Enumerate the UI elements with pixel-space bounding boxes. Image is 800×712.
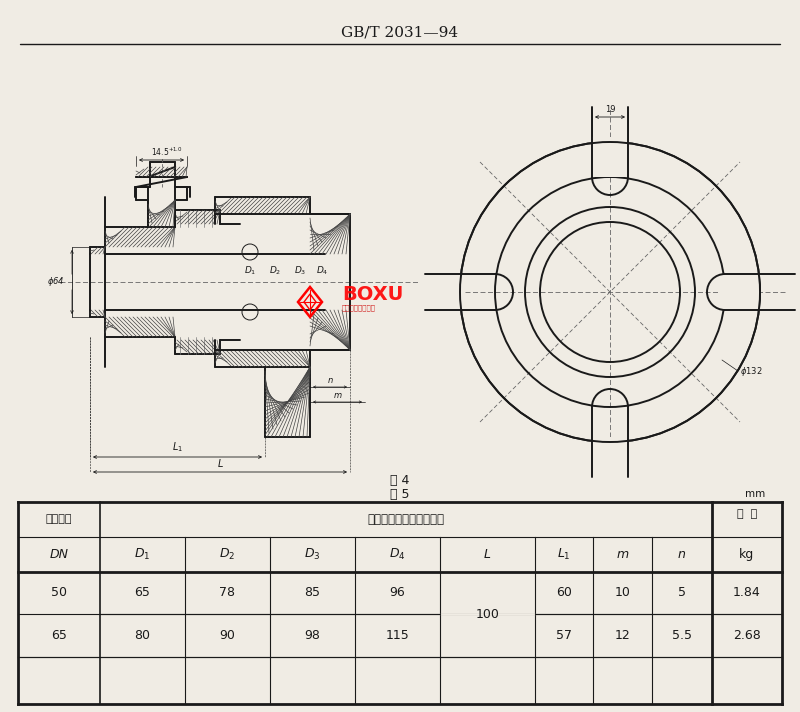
FancyBboxPatch shape — [592, 437, 628, 477]
Text: $D_3$: $D_3$ — [304, 547, 321, 562]
Text: 1.84: 1.84 — [733, 587, 761, 600]
FancyBboxPatch shape — [425, 274, 465, 310]
Text: 重  量: 重 量 — [737, 510, 757, 520]
Text: $L$: $L$ — [217, 457, 223, 469]
Text: 57: 57 — [556, 629, 572, 642]
Text: 10: 10 — [614, 587, 630, 600]
Text: 19: 19 — [605, 105, 615, 114]
Text: $D_4$: $D_4$ — [389, 547, 406, 562]
Text: 表 5: 表 5 — [390, 488, 410, 501]
Text: 5.5: 5.5 — [672, 629, 692, 642]
Text: 65: 65 — [134, 587, 150, 600]
Text: kg: kg — [739, 548, 754, 561]
Text: $\phi$132: $\phi$132 — [740, 365, 762, 379]
Text: 50: 50 — [51, 587, 67, 600]
Text: 85: 85 — [305, 587, 321, 600]
Text: BOXU: BOXU — [342, 285, 403, 303]
Text: 115: 115 — [386, 629, 410, 642]
Text: $D_3$: $D_3$ — [294, 264, 306, 277]
Text: 12: 12 — [614, 629, 630, 642]
FancyBboxPatch shape — [592, 137, 628, 177]
Text: $n$: $n$ — [326, 376, 334, 385]
Text: $L$: $L$ — [483, 548, 492, 561]
Text: 80: 80 — [134, 629, 150, 642]
Text: $D_2$: $D_2$ — [269, 264, 281, 277]
Text: $D_1$: $D_1$ — [134, 547, 150, 562]
Text: mm: mm — [745, 489, 765, 499]
Text: $L_1$: $L_1$ — [172, 440, 183, 454]
Text: 65: 65 — [51, 629, 67, 642]
Text: 96: 96 — [390, 587, 406, 600]
Text: 图 4: 图 4 — [390, 473, 410, 486]
Text: GB/T 2031—94: GB/T 2031—94 — [342, 25, 458, 39]
Text: $\phi$64: $\phi$64 — [47, 276, 65, 288]
Text: $D_4$: $D_4$ — [316, 264, 328, 277]
Text: $L_1$: $L_1$ — [557, 547, 571, 562]
Text: $m$: $m$ — [333, 391, 342, 400]
Text: $n$: $n$ — [678, 548, 686, 561]
Text: 2.68: 2.68 — [733, 629, 761, 642]
Text: 5: 5 — [678, 587, 686, 600]
Text: DN: DN — [50, 548, 69, 561]
Text: $m$: $m$ — [616, 548, 629, 561]
Text: 78: 78 — [219, 587, 235, 600]
Text: $D_1$: $D_1$ — [244, 264, 256, 277]
Text: 主要外形尺寸和连接尺寸: 主要外形尺寸和连接尺寸 — [367, 513, 445, 526]
Text: 博旭船用阀门制造: 博旭船用阀门制造 — [342, 305, 376, 311]
Text: 100: 100 — [475, 608, 499, 621]
Text: 98: 98 — [305, 629, 321, 642]
Text: 14.5$^{+1.0}$: 14.5$^{+1.0}$ — [150, 145, 182, 158]
Text: 60: 60 — [556, 587, 572, 600]
Text: $D_2$: $D_2$ — [219, 547, 236, 562]
Text: 公称通径: 公称通径 — [46, 515, 72, 525]
FancyBboxPatch shape — [720, 274, 760, 310]
Text: 90: 90 — [219, 629, 235, 642]
